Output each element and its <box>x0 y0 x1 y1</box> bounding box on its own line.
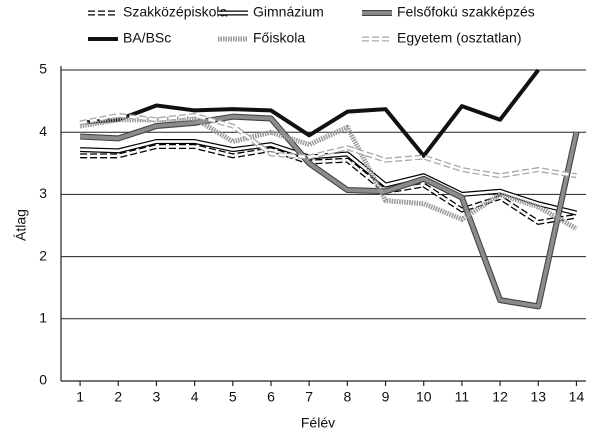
series-line-inner <box>79 114 579 309</box>
x-tick-label: 3 <box>153 389 161 405</box>
series-line-inner <box>80 145 577 224</box>
y-tick-label: 1 <box>39 310 47 326</box>
legend-label: Főiskola <box>253 30 305 46</box>
x-tick-label: 6 <box>267 389 275 405</box>
y-tick-label: 5 <box>39 61 47 77</box>
x-tick-label: 8 <box>343 389 351 405</box>
x-tick-label: 12 <box>492 389 508 405</box>
series-line <box>79 68 540 158</box>
y-axis-label: Átlag <box>13 209 29 241</box>
x-tick-label: 13 <box>530 389 546 405</box>
x-axis-label: Félév <box>301 415 335 431</box>
x-tick-label: 10 <box>416 389 432 405</box>
y-tick-label: 4 <box>39 123 47 139</box>
series-line-inner <box>80 140 577 215</box>
x-tick-label: 2 <box>114 389 122 405</box>
y-tick-label: 2 <box>39 247 47 263</box>
x-tick-label: 7 <box>305 389 313 405</box>
x-tick-label: 4 <box>191 389 199 405</box>
legend-label: Szakközépiskola <box>123 4 227 20</box>
y-tick-label: 0 <box>39 372 47 388</box>
x-tick-label: 11 <box>455 389 470 405</box>
x-tick-label: 9 <box>382 389 390 405</box>
x-tick-label: 5 <box>229 389 237 405</box>
legend-label: Felsőfokú szakképzés <box>397 4 535 20</box>
legend-label: BA/BSc <box>123 30 171 46</box>
legend-label: Gimnázium <box>253 4 324 20</box>
y-tick-label: 3 <box>39 185 47 201</box>
x-tick-label: 1 <box>76 389 84 405</box>
legend-label: Egyetem (osztatlan) <box>397 30 522 46</box>
x-tick-label: 14 <box>569 389 585 405</box>
series-line-inner <box>79 114 577 177</box>
